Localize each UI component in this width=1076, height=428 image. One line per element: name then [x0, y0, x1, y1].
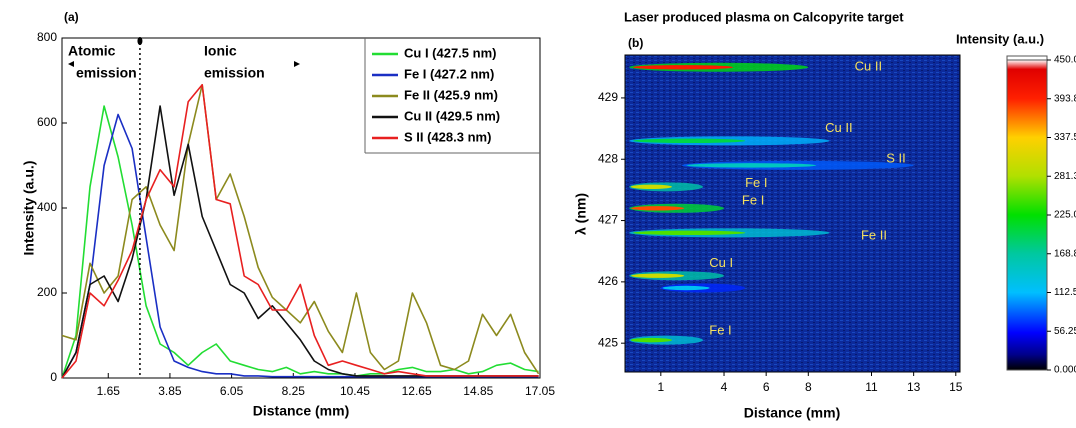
line-label: Fe I: [742, 192, 764, 207]
line-label: Fe I: [709, 322, 731, 337]
colorbar-cap: [1006, 55, 1048, 61]
x-tick-label: 12.65: [402, 384, 432, 398]
divider-marker: [137, 37, 143, 45]
y-axis-title: Intensity (a.u.): [21, 161, 37, 256]
colorbar-tick-label: 281.3: [1054, 171, 1076, 182]
emission-streak: [631, 273, 685, 278]
series-line: [61, 84, 539, 379]
series-line: [61, 105, 539, 379]
line-label: Cu II: [825, 120, 852, 135]
series-line: [61, 105, 539, 379]
emission-streak: [633, 138, 746, 144]
image-background: [625, 55, 960, 372]
colorbar-tick-label: 450.0: [1054, 55, 1076, 66]
legend-label: S II (428.3 nm): [404, 129, 491, 144]
line-label: Cu II: [855, 59, 882, 74]
chart-title: Laser produced plasma on Calcopyrite tar…: [624, 9, 904, 24]
x-tick-label: 11: [865, 380, 878, 394]
y-tick-label: 428: [598, 151, 618, 165]
x-tick-label: 6.05: [220, 384, 244, 398]
colorbar-tick-label: 168.8: [1054, 248, 1076, 259]
x-tick-label: 1.65: [97, 384, 121, 398]
emission-streak: [630, 337, 672, 343]
annotation: emission: [76, 65, 137, 81]
emission-streak: [686, 163, 817, 168]
x-tick-label: 10.45: [340, 384, 370, 398]
colorbar-tick-label: 56.25: [1054, 326, 1076, 337]
colorbar-tick-label: 393.8: [1054, 93, 1076, 104]
y-tick-label: 425: [598, 335, 618, 349]
x-tick-label: 13: [907, 380, 921, 394]
annotation: Atomic: [68, 43, 116, 59]
colorbar-tick-label: 112.5: [1054, 287, 1076, 298]
series-line: [61, 113, 539, 379]
y-tick-label: 800: [37, 30, 57, 44]
emission-streak: [631, 206, 685, 211]
y-tick-label: 200: [37, 285, 57, 299]
legend-label: Fe I (427.2 nm): [404, 66, 494, 81]
x-tick-label: 3.85: [158, 384, 182, 398]
x-axis-title: Distance (mm): [253, 403, 349, 419]
x-tick-label: 17.05: [525, 384, 555, 398]
line-label: S II: [886, 151, 906, 166]
y-tick-label: 400: [37, 200, 57, 214]
y-tick-label: 600: [37, 115, 57, 129]
plot-frame: [624, 54, 961, 373]
emission-streak: [630, 184, 672, 190]
y-tick-label: 427: [598, 213, 618, 227]
emission-streak: [632, 65, 734, 70]
series-line: [61, 84, 540, 375]
emission-streak: [633, 230, 746, 236]
line-label: Cu I: [709, 255, 733, 270]
line-label: Fe I: [745, 175, 767, 190]
x-tick-label: 8: [805, 380, 812, 394]
y-tick-label: 426: [598, 274, 618, 288]
legend-label: Fe II (425.9 nm): [404, 87, 498, 102]
annotation: Ionic: [204, 43, 237, 59]
x-tick-label: 8.25: [282, 384, 306, 398]
x-tick-label: 15: [949, 380, 963, 394]
panel-label: (a): [64, 10, 79, 24]
colorbar: [1006, 59, 1048, 371]
x-axis-title: Distance (mm): [744, 405, 840, 421]
panel-label: (b): [628, 36, 643, 50]
y-tick-label: 429: [598, 90, 618, 104]
x-tick-label: 6: [763, 380, 770, 394]
legend-label: Cu I (427.5 nm): [404, 45, 496, 60]
colorbar-title: Intensity (a.u.): [956, 31, 1044, 46]
arrows: [68, 61, 300, 67]
emission-streak: [662, 285, 710, 291]
y-tick-label: 0: [50, 370, 57, 384]
x-tick-label: 1: [657, 380, 664, 394]
colorbar-tick-label: 225.0: [1054, 210, 1076, 221]
x-tick-label: 14.85: [463, 384, 493, 398]
annotation: emission: [204, 65, 265, 81]
line-label: Fe II: [861, 227, 887, 242]
colorbar-tick-label: 0.000: [1054, 365, 1076, 376]
x-tick-label: 4: [721, 380, 728, 394]
legend-label: Cu II (429.5 nm): [404, 108, 500, 123]
colorbar-tick-label: 337.5: [1054, 132, 1076, 143]
y-axis-title: λ (nm): [573, 193, 589, 235]
